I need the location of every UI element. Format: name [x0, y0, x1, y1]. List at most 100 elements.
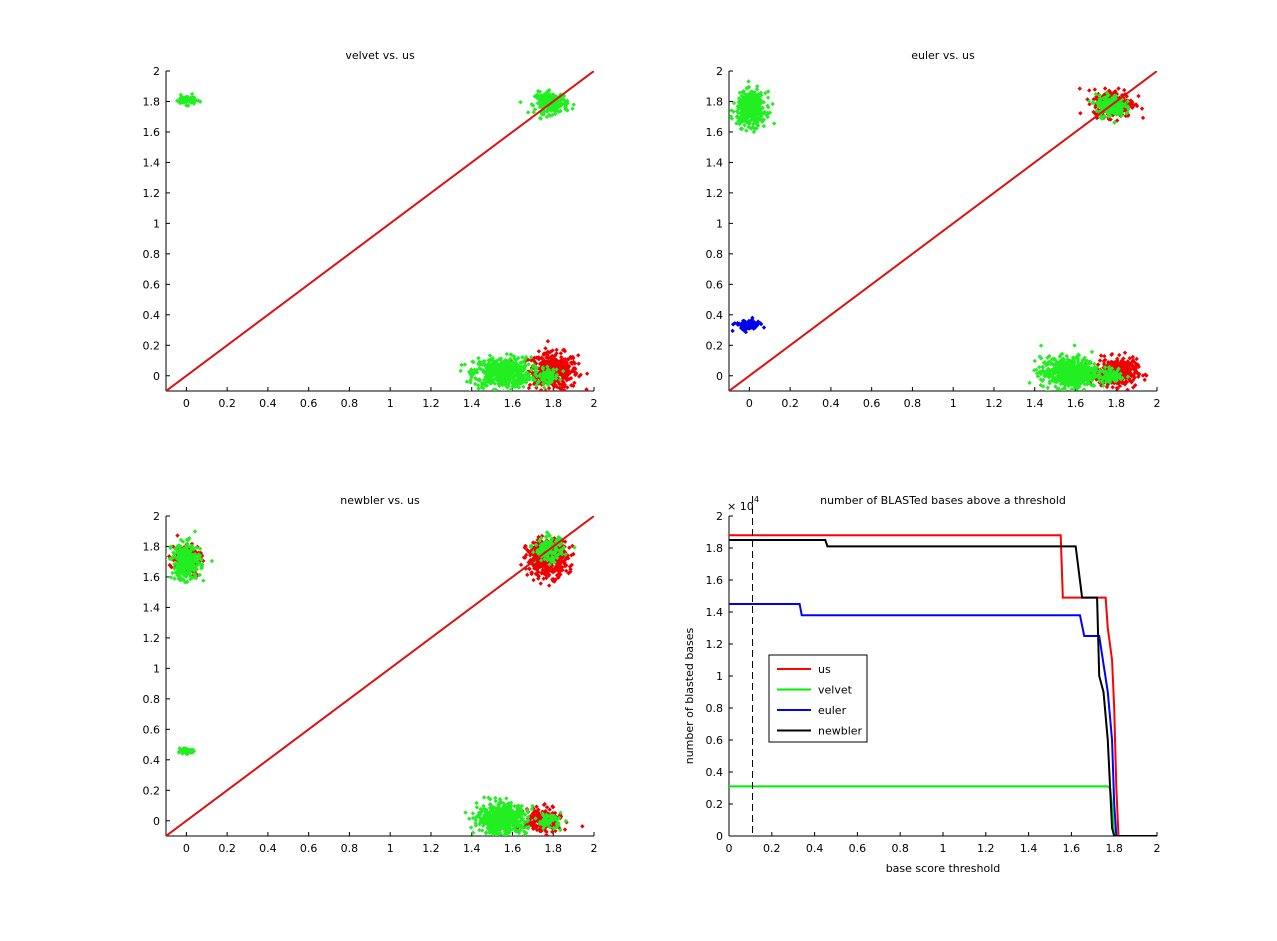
scatter-point	[542, 99, 547, 105]
scatter-point	[543, 572, 548, 577]
x-tick-label: 0.2	[218, 842, 236, 855]
scatter-point	[562, 539, 568, 544]
scatter-point	[1123, 378, 1129, 384]
scatter-point	[548, 541, 553, 547]
scatter-point	[522, 555, 528, 560]
scatter-point	[468, 369, 473, 374]
scatter-point	[1130, 354, 1136, 360]
scatter-point	[545, 813, 550, 819]
scatter-point	[1099, 375, 1104, 380]
scatter-point	[1053, 369, 1058, 374]
scatter-point	[1089, 367, 1094, 372]
scatter-point	[1077, 86, 1082, 91]
scatter-point	[1116, 366, 1121, 371]
scatter-point	[529, 367, 534, 373]
scatter-point	[1140, 373, 1146, 378]
scatter-point	[532, 107, 538, 112]
scatter-point	[1032, 368, 1037, 373]
scatter-point	[1045, 385, 1050, 390]
scatter-point	[547, 373, 552, 379]
scatter-point	[481, 803, 486, 809]
scatter-point	[557, 381, 562, 386]
scatter-point	[562, 560, 567, 565]
scatter-point	[1119, 113, 1124, 119]
scatter-point	[1131, 385, 1136, 390]
scatter-point	[741, 88, 747, 94]
y-tick-label: 0.2	[706, 339, 724, 352]
scatter-point	[498, 810, 504, 816]
x-tick-label: 0	[183, 397, 190, 410]
x-tick-label: 1	[387, 842, 394, 855]
scatter-point	[482, 358, 487, 364]
scatter-point	[545, 382, 551, 388]
scatter-point	[524, 380, 529, 385]
scatter-point	[545, 364, 550, 369]
scatter-point	[761, 110, 766, 116]
scatter-point	[759, 117, 765, 122]
scatter-point	[510, 809, 516, 814]
scatter-point	[1119, 104, 1124, 109]
scatter-point	[1115, 368, 1120, 373]
scatter-point	[1110, 376, 1116, 382]
scatter-point	[1128, 361, 1133, 366]
scatter-point	[739, 104, 745, 110]
scatter-point	[736, 96, 742, 101]
scatter-point	[1100, 380, 1105, 385]
scatter-point	[534, 804, 539, 809]
scatter-point	[580, 824, 585, 829]
scatter-point	[505, 367, 510, 372]
scatter-point	[536, 574, 542, 579]
scatter-point	[1109, 105, 1114, 110]
scatter-point	[532, 824, 537, 830]
scatter-point	[545, 104, 551, 109]
scatter-point	[757, 109, 763, 114]
scatter-point	[1090, 100, 1096, 106]
scatter-point	[533, 368, 538, 374]
scatter-point	[484, 366, 489, 371]
y-tick-label: 0.2	[143, 339, 161, 352]
scatter-point	[1040, 364, 1045, 370]
y-tick-label: 0.6	[143, 723, 161, 736]
scatter-point	[508, 818, 513, 824]
scatter-point	[729, 114, 734, 119]
scatter-point	[512, 803, 517, 809]
scatter-point	[1098, 96, 1104, 102]
scatter-point	[1064, 353, 1069, 359]
scatter-point	[761, 117, 767, 122]
scatter-point	[1093, 92, 1098, 97]
chart-title: newbler vs. us	[340, 494, 420, 507]
scatter-point	[536, 807, 541, 812]
scatter-point	[1077, 382, 1082, 387]
scatter-point	[749, 107, 755, 112]
scatter-point	[1097, 98, 1102, 103]
scatter-point	[474, 370, 480, 375]
scatter-point	[518, 368, 523, 374]
scatter-point	[518, 381, 524, 386]
scatter-point	[182, 97, 188, 102]
scatter-point	[767, 110, 773, 115]
x-tick-label: 0.4	[822, 397, 840, 410]
scatter-point	[534, 383, 539, 388]
scatter-point	[558, 568, 563, 573]
scatter-point	[530, 103, 536, 108]
scatter-point	[540, 559, 546, 564]
scatter-point	[525, 814, 531, 820]
y-tick-label: 1.2	[143, 632, 161, 645]
scatter-point	[563, 361, 569, 366]
scatter-point	[576, 361, 581, 366]
scatter-point	[561, 372, 567, 377]
scatter-point	[533, 816, 538, 821]
scatter-point	[538, 110, 544, 115]
scatter-point	[516, 803, 521, 809]
x-tick-label: 0.6	[863, 397, 881, 410]
scatter-cluster-green	[458, 351, 550, 391]
scatter-point	[171, 544, 176, 549]
scatter-point	[556, 568, 561, 574]
scatter-point	[568, 567, 573, 572]
scatter-point	[1081, 387, 1087, 391]
scatter-point	[531, 826, 536, 831]
scatter-point	[547, 364, 553, 370]
scatter-cluster-green	[1097, 365, 1131, 385]
scatter-point	[537, 813, 542, 819]
